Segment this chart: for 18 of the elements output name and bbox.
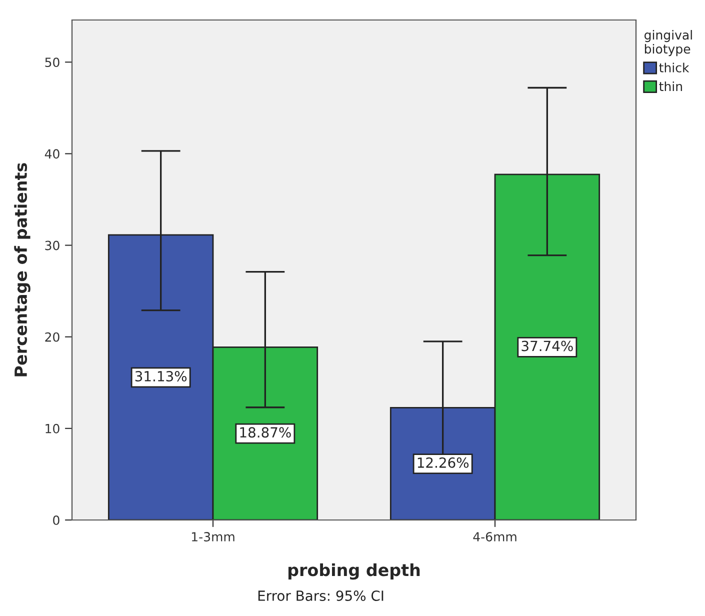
- y-tick-label: 50: [45, 58, 60, 68]
- y-tick-label: 0: [53, 515, 60, 525]
- x-tick-label: 4-6mm: [473, 532, 516, 542]
- data-label: 12.26%: [418, 457, 469, 468]
- data-label: 37.74%: [522, 340, 573, 352]
- data-label: 31.13%: [135, 370, 187, 382]
- legend-label: thick: [659, 62, 690, 72]
- y-tick-label: 20: [45, 332, 60, 342]
- legend-title: gingival biotype: [644, 30, 692, 56]
- legend-label: thin: [659, 81, 682, 91]
- y-axis-title: Percentage of patients: [14, 163, 30, 376]
- y-tick-label: 10: [46, 424, 60, 434]
- y-tick-label: 30: [45, 240, 60, 250]
- text: Error Bars: 95% CI: [258, 590, 384, 601]
- x-axis-title: probing depth: [288, 563, 420, 580]
- x-tick-label: 1-3mm: [192, 532, 234, 542]
- y-tick-label: 40: [44, 149, 60, 159]
- data-label: 18.87%: [240, 427, 291, 438]
